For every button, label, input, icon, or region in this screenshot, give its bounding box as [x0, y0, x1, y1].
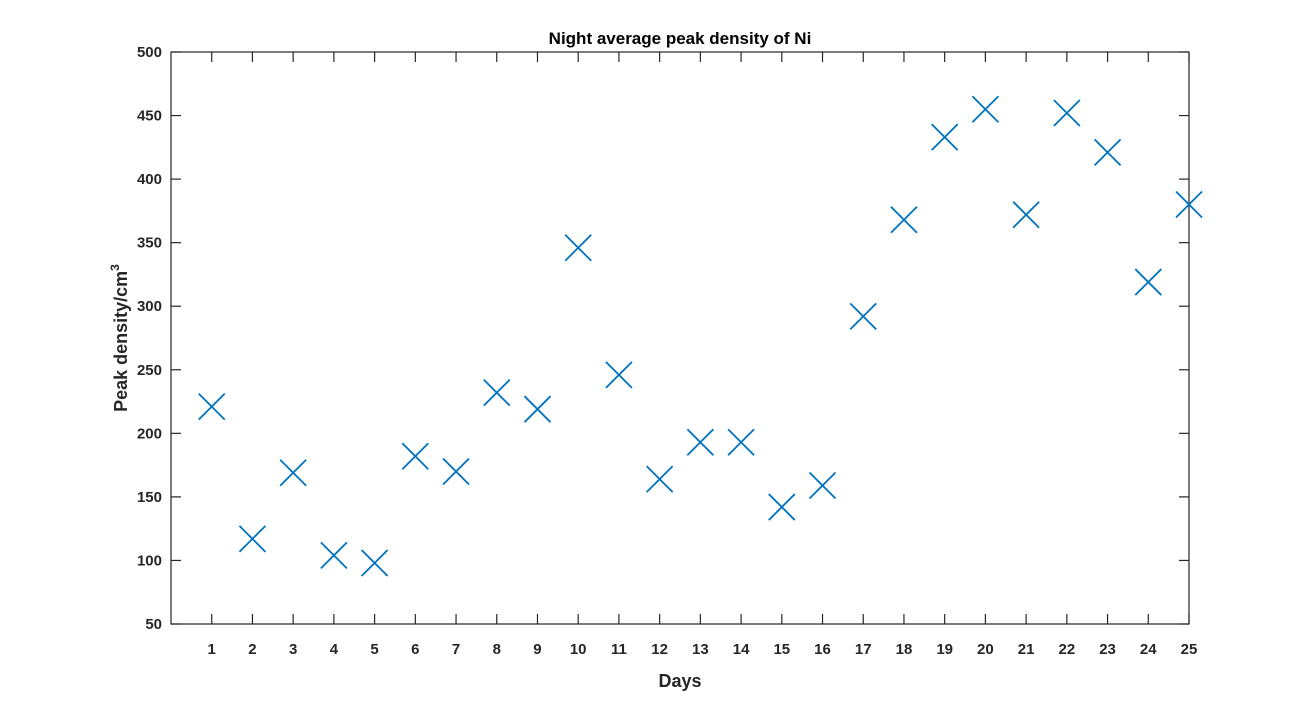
x-tick-label: 19: [936, 641, 953, 658]
x-tick-label: 4: [330, 641, 339, 658]
x-tick-label: 2: [248, 641, 256, 658]
data-point-marker: [931, 123, 959, 151]
data-point-marker: [360, 549, 389, 577]
data-point-marker: [808, 471, 837, 500]
data-point-marker: [646, 465, 674, 493]
x-tick-label: 20: [977, 641, 994, 658]
x-tick-label: 16: [814, 641, 831, 658]
x-tick-label: 3: [289, 641, 297, 658]
y-tick-label: 300: [137, 298, 162, 315]
data-point-marker: [483, 379, 511, 407]
y-tick-label: 200: [137, 425, 162, 442]
y-axis-title-superscript: 3: [108, 264, 122, 271]
y-tick-label: 100: [137, 552, 162, 569]
x-tick-label: 12: [651, 641, 668, 658]
chart-title: Night average peak density of Ni: [549, 29, 812, 48]
data-point-marker: [442, 457, 470, 486]
x-tick-label: 7: [452, 641, 460, 658]
data-point-marker: [1134, 268, 1162, 296]
y-tick-label: 500: [137, 44, 162, 61]
data-point-marker: [971, 95, 1000, 123]
data-point-marker: [198, 393, 226, 421]
y-tick-label: 150: [137, 489, 162, 506]
x-tick-label: 1: [208, 641, 216, 658]
y-tick-label: 400: [137, 171, 162, 188]
data-point-marker: [564, 234, 592, 262]
x-tick-label: 5: [370, 641, 378, 658]
data-point-marker: [1093, 138, 1122, 167]
x-axis-title: Days: [658, 671, 701, 691]
x-tick-label: 17: [855, 641, 872, 658]
data-point-marker: [1175, 190, 1203, 219]
x-tick-label: 21: [1018, 641, 1035, 658]
x-tick-label: 9: [533, 641, 541, 658]
data-point-marker: [279, 459, 307, 487]
x-tick-label: 10: [570, 641, 587, 658]
x-tick-label: 11: [611, 641, 627, 658]
x-tick-label: 24: [1140, 641, 1157, 658]
y-tick-label: 450: [137, 108, 162, 125]
y-axis-title: Peak density/cm3: [108, 264, 131, 412]
x-tick-label: 23: [1099, 641, 1116, 658]
data-point-marker: [605, 361, 633, 389]
x-tick-label: 15: [773, 641, 790, 658]
data-point-marker: [727, 428, 755, 456]
y-tick-label: 50: [145, 616, 162, 633]
data-point-marker: [1053, 99, 1081, 127]
data-point-marker: [238, 525, 267, 553]
data-point-marker: [890, 206, 918, 234]
data-point-marker: [1012, 201, 1040, 229]
data-point-marker: [401, 442, 429, 470]
x-tick-label: 14: [733, 641, 750, 658]
data-point-marker: [523, 395, 552, 423]
data-point-marker: [320, 541, 348, 569]
y-tick-label: 250: [137, 362, 162, 379]
y-tick-label: 350: [137, 235, 162, 252]
x-tick-label: 8: [493, 641, 501, 658]
data-point-marker: [686, 428, 714, 456]
data-markers: [198, 95, 1203, 577]
x-tick-label: 22: [1058, 641, 1075, 658]
x-tick-label: 6: [411, 641, 419, 658]
y-axis-ticks: 50 100 150 200 250 300 350 400 450 500: [137, 44, 1189, 633]
plot-area: [170, 51, 1190, 625]
data-point-marker: [768, 493, 796, 521]
x-tick-label: 13: [692, 641, 709, 658]
x-tick-label: 18: [896, 641, 913, 658]
x-axis-ticks: 1 2 3 4 5 6 7 8 9 10 11 12 13 14 15 16 17 18 19 20 21 22 23 24 2…: [208, 52, 1198, 658]
y-axis-title-main: Peak density/cm: [111, 271, 131, 412]
data-point-marker: [849, 302, 877, 331]
x-tick-label: 25: [1181, 641, 1198, 658]
